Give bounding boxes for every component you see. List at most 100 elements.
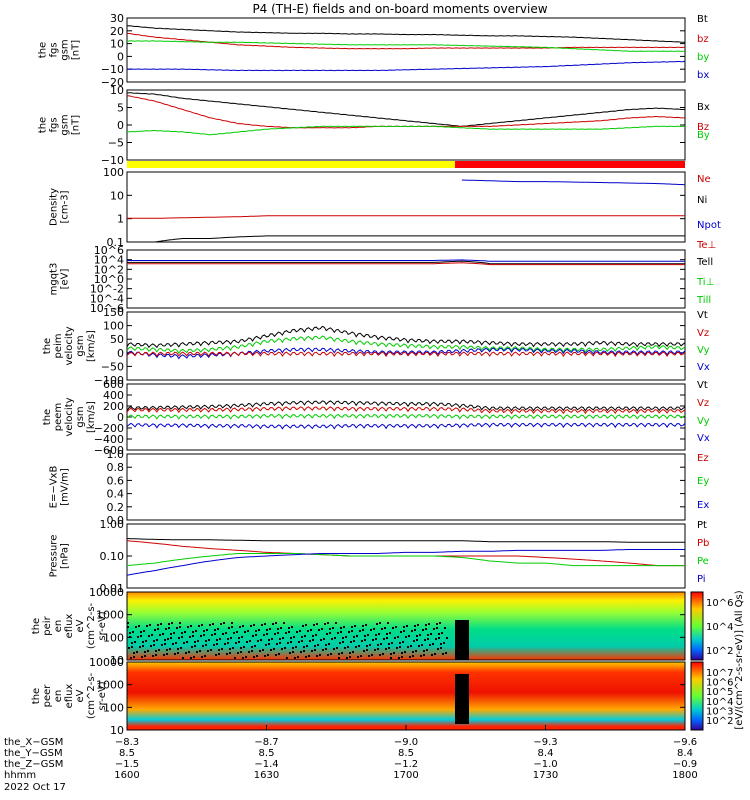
y-axis-label: [mV/m] xyxy=(60,468,71,506)
y-tick-label: −100 xyxy=(94,374,124,387)
colorbar-tick: 10^5 xyxy=(706,687,733,698)
panel-frame xyxy=(126,591,686,661)
y-tick-label: 10^6 xyxy=(94,244,124,257)
y-tick-label: 10 xyxy=(110,724,124,737)
y-tick-label: 5 xyxy=(117,102,124,115)
x-tick-label: 1700 xyxy=(393,770,418,781)
legend-bx: bx xyxy=(697,70,709,81)
x-tick-label: −9.3 xyxy=(533,737,557,748)
mode-bar-red xyxy=(455,161,685,168)
panel-frame xyxy=(126,311,686,381)
x-tick-label: −1.5 xyxy=(115,759,139,770)
legend-Ez: Ez xyxy=(697,453,709,464)
series-line-red xyxy=(127,33,686,50)
y-axis-label: [nPa] xyxy=(60,543,71,569)
y-tick-label: 0.10 xyxy=(100,550,125,563)
legend-Ey: Ey xyxy=(697,476,709,487)
colorbar-tick: 10^4 xyxy=(706,697,733,708)
y-axis-label: sr-eV) xyxy=(97,611,108,640)
legend-Te⊥: Te⊥ xyxy=(696,240,716,251)
y-tick-label: −20 xyxy=(101,76,124,89)
y-axis-label: (cm^2-s- xyxy=(86,672,97,719)
y-tick-label: 10 xyxy=(110,189,124,202)
colorbar-tick: 10^6 xyxy=(706,598,733,609)
y-tick-label: 20 xyxy=(110,25,124,38)
y-axis-label: (cm^2-s- xyxy=(86,602,97,649)
y-tick-label: 100 xyxy=(103,166,124,179)
panel-frame xyxy=(126,453,686,521)
series-line-black xyxy=(126,25,686,43)
x-tick-label: 1600 xyxy=(114,770,139,781)
colorbar-tick: 10^3 xyxy=(706,706,733,717)
y-tick-label: 600 xyxy=(103,378,124,391)
plot-date: 2022 Oct 17 xyxy=(4,782,66,793)
legend-by: by xyxy=(697,52,709,63)
legend-Ni: Ni xyxy=(697,195,707,206)
y-tick-label: 1000 xyxy=(96,609,124,622)
y-tick-label: 50 xyxy=(110,333,124,346)
y-tick-label: 0.0 xyxy=(107,514,125,527)
x-tick-label: 8.5 xyxy=(398,748,414,759)
legend-Ne: Ne xyxy=(697,174,711,185)
y-axis-label: fgs xyxy=(49,117,60,132)
y-axis-label: sr-eV) xyxy=(97,681,108,710)
mode-bar-yellow xyxy=(127,161,455,168)
orbit-label: the_Z−GSM xyxy=(4,759,63,770)
series-line-blue xyxy=(127,259,685,262)
series-line-black xyxy=(127,235,685,243)
y-tick-label: −600 xyxy=(94,444,124,457)
legend-Pi: Pi xyxy=(697,574,706,585)
legend-Till: Till xyxy=(696,295,711,306)
legend-Vx: Vx xyxy=(697,362,710,373)
x-tick-label: 1730 xyxy=(533,770,558,781)
y-tick-label: 100 xyxy=(103,701,124,714)
y-tick-label: 0 xyxy=(117,347,124,360)
legend-Tell: Tell xyxy=(696,257,713,268)
y-axis-label: the xyxy=(31,618,42,634)
series-line-green xyxy=(126,125,686,136)
y-tick-label: 1.00 xyxy=(100,518,125,531)
panel-temp: 10^610^410^210^010^-210^-410^-6 mgqt3 [eV]… xyxy=(49,244,715,315)
legend-Ti⊥: Ti⊥ xyxy=(696,277,714,288)
y-axis-label: gsm xyxy=(75,406,86,427)
y-tick-label: 100 xyxy=(103,320,124,333)
y-axis-label: E=−VxB xyxy=(49,466,60,509)
x-tick-label: −1.2 xyxy=(394,759,418,770)
y-axis-label: [nT] xyxy=(71,115,82,135)
series-line-green xyxy=(126,335,686,355)
x-tick-label: 8.5 xyxy=(259,748,275,759)
x-tick-label: −1.4 xyxy=(254,759,278,770)
x-tick-label: 8.4 xyxy=(677,748,693,759)
y-axis-label: the xyxy=(31,688,42,704)
legend-Pb: Pb xyxy=(697,538,709,549)
orbit-label: the_Y−GSM xyxy=(4,748,63,759)
y-tick-label: 10^4 xyxy=(94,254,124,267)
series-line-blue xyxy=(126,549,685,576)
y-tick-label: 10000 xyxy=(89,586,124,599)
y-tick-label: 200 xyxy=(103,400,124,413)
legend-Bz: Bz xyxy=(697,122,709,133)
legend-Vt: Vt xyxy=(697,310,708,321)
y-axis-label: [nT] xyxy=(71,40,82,60)
y-axis-label: eflux xyxy=(64,614,75,639)
colorbar-label: [eV/(cm^2-s-sr-eV)] (All Qs) xyxy=(734,590,745,729)
y-axis-label: [km/s] xyxy=(86,330,97,362)
series-line-black xyxy=(127,538,685,543)
x-tick-label: 8.4 xyxy=(538,748,554,759)
series-line-green xyxy=(126,413,686,420)
y-tick-label: 0.8 xyxy=(107,461,125,474)
colorbar-tick: 10^7 xyxy=(706,668,733,679)
y-tick-label: −10 xyxy=(101,63,124,76)
y-tick-label: −10 xyxy=(101,154,124,167)
panel-frame xyxy=(126,249,686,309)
colorbar-tick: 10^2 xyxy=(706,716,733,727)
legend-Bt: Bt xyxy=(697,14,708,25)
y-axis-label: the xyxy=(38,42,49,58)
y-axis-label: peim xyxy=(53,333,64,358)
panel-density: 100 10 1 0.1 Density [cm-3] Ne Ni Npot Te⊥ xyxy=(49,166,721,251)
legend-Vy: Vy xyxy=(697,345,710,356)
